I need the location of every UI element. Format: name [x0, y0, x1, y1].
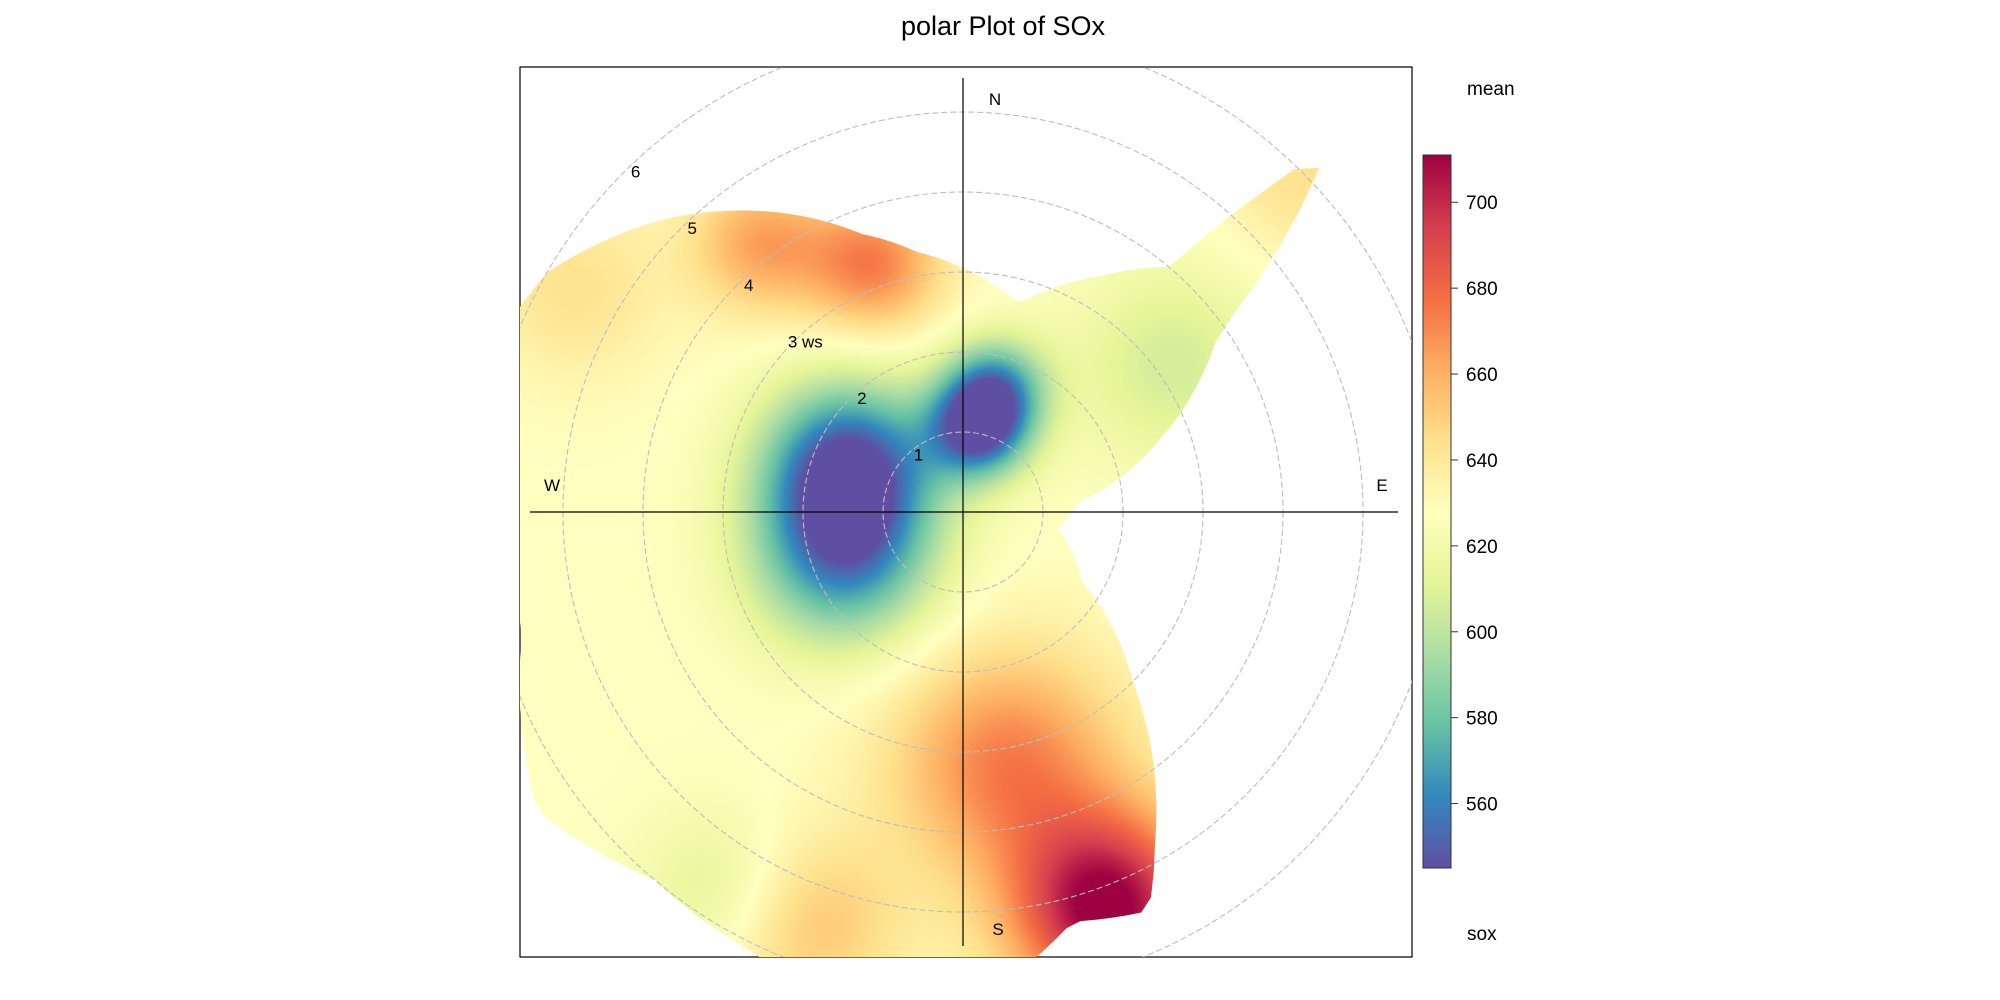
ws-ring-label: 5 — [687, 219, 696, 238]
colorbar — [1422, 154, 1452, 869]
colorbar-tick-label: 640 — [1466, 451, 1498, 472]
direction-labels: N E S W — [544, 90, 1388, 939]
ws-ring-label: 1 — [914, 445, 923, 464]
chart-title: polar Plot of SOx — [901, 11, 1106, 41]
ws-ring-label: 3 ws — [788, 332, 823, 351]
ws-ring-label: 2 — [857, 389, 866, 408]
direction-label-s: S — [992, 920, 1003, 939]
colorbar-tick-label: 560 — [1466, 795, 1498, 816]
colorbar-tick-label: 680 — [1466, 279, 1498, 300]
colorbar-variable: sox — [1467, 924, 1497, 945]
direction-label-n: N — [989, 90, 1001, 109]
colorbar-ticks: 560 580 600 620 640 660 680 700 — [1451, 193, 1498, 816]
direction-label-e: E — [1376, 476, 1387, 495]
ws-ring-labels: 1 2 3 ws 4 5 6 — [631, 163, 923, 465]
direction-label-w: W — [544, 476, 560, 495]
colorbar-tick-label: 700 — [1466, 193, 1498, 214]
colorbar-tick-label: 580 — [1466, 709, 1498, 730]
colorbar-tick-label: 600 — [1466, 623, 1498, 644]
ws-ring-label: 4 — [744, 276, 753, 295]
colorbar-title: mean — [1467, 79, 1515, 100]
colorbar-tick-label: 620 — [1466, 537, 1498, 558]
ws-ring-label: 6 — [631, 163, 640, 182]
colorbar-tick-label: 660 — [1466, 365, 1498, 386]
